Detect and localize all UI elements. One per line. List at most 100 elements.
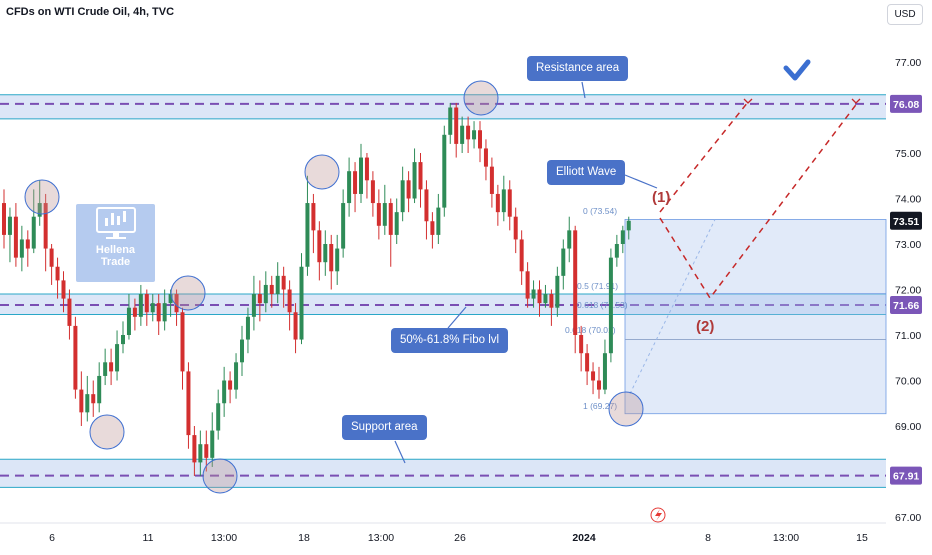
candle-body [174,294,179,313]
candle-body [501,189,506,213]
y-tick-label: 74.00 [895,194,921,206]
candle-body [591,371,596,381]
candle-body [400,180,405,213]
candle-body [382,203,387,226]
candle-body [394,212,399,235]
candle-body [585,353,590,372]
fib-label: 1 (69.27) [583,401,617,411]
candle-body [97,375,102,404]
candle-body [245,316,250,340]
fibo-callout[interactable]: 50%-61.8% Fibo lvl [391,328,509,353]
y-tick-label: 70.00 [895,376,921,388]
candle-body [597,380,601,390]
price-tag-label: 71.66 [893,300,919,312]
candle-body [608,257,613,354]
candle-body [579,335,584,354]
logo-line2: Trade [100,256,131,268]
swing-circle [304,154,340,190]
candle-body [293,312,298,340]
monitor-chart-icon [95,207,136,239]
candle-body [359,157,363,194]
candle-body [263,284,268,304]
y-tick-label: 77.00 [895,57,921,69]
candle-body [472,130,477,140]
currency-button[interactable]: USD [887,4,923,25]
candle-body [430,221,435,235]
candle-body [257,294,262,304]
candle-body [602,353,607,390]
y-tick-label: 72.00 [895,285,921,297]
candle-body [228,380,233,390]
candle-body [525,271,530,299]
candle-body [85,394,90,413]
support-callout[interactable]: Support area [342,415,427,440]
candle-body [341,203,346,249]
candle-body [240,339,244,363]
candle-body [299,266,304,340]
swing-circle [202,458,238,494]
candle-body [67,298,72,326]
fib-trend-line [629,219,716,394]
target-arrowhead [851,98,861,104]
candle-body [150,303,155,313]
candle-body [138,294,143,317]
swing-circle [89,414,125,450]
candle-body [418,162,423,190]
candle-body [31,216,36,249]
candle-body [507,189,512,217]
wave-label-1: (1) [652,189,670,206]
price-tag-label: 67.91 [893,471,919,483]
x-tick-label: 13:00 [773,532,799,544]
candle-body [454,107,459,144]
candle-body [192,435,197,463]
y-tick-label: 73.00 [895,239,921,251]
wave-label-2: (2) [696,318,714,335]
candle-body [483,148,488,167]
callout-pointer [394,440,406,464]
candle-body [210,430,215,458]
candle-body [19,239,24,258]
candle-body [626,220,631,231]
x-tick-label: 2024 [572,532,596,544]
price-tag [890,211,922,230]
x-tick-label: 26 [454,532,466,544]
swing-circle [24,179,60,215]
candle-body [7,216,12,235]
candle-body [180,312,185,372]
lightning-icon [650,507,666,523]
candle-body [353,171,358,194]
candle-body [561,248,566,276]
x-tick-label: 13:00 [211,532,237,544]
candle-body [216,403,221,431]
fib-label: 0.618 (71.53) [577,300,628,310]
candle-body [543,294,548,304]
candle-body [614,244,619,258]
y-tick-label: 69.00 [895,421,921,433]
elliott-projection-path [659,101,859,300]
elliott-wave-callout[interactable]: Elliott Wave [547,160,626,185]
candle-body [620,230,625,244]
y-tick-label: 75.00 [895,148,921,160]
candle-body [13,216,18,258]
hellena-logo-icon: Hellena Trade [76,204,155,282]
callout-pointer [624,174,658,189]
candle-body [424,189,429,222]
price-tag-label: 76.08 [893,99,919,111]
candle-body [198,444,203,463]
candle-body [555,275,560,308]
candle-body [442,134,447,208]
swing-circle [608,391,644,427]
candle-body [43,203,48,249]
candle-body [55,266,60,281]
candle-body [305,203,310,267]
checkmark-icon [783,59,811,81]
fib-box [624,219,887,415]
chart-title: CFDs on WTI Crude Oil, 4h, TVC [6,6,175,18]
resistance-callout[interactable]: Resistance area [527,56,629,81]
candle-body [537,289,542,304]
candle-body [478,130,482,149]
candle-body [573,230,578,335]
x-tick-label: 15 [856,532,868,544]
